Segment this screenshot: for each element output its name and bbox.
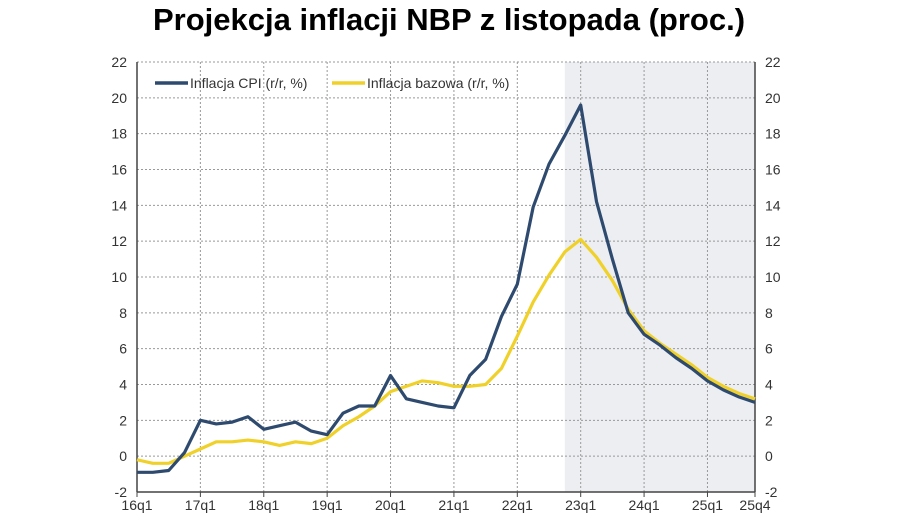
x-tick-label: 17q1 <box>185 497 216 513</box>
y-tick-left: 12 <box>111 233 127 249</box>
x-tick-label: 25q1 <box>692 497 723 513</box>
y-tick-right: 16 <box>765 162 781 178</box>
y-tick-left: 18 <box>111 126 127 142</box>
y-tick-left: 22 <box>111 54 127 70</box>
y-tick-left: 16 <box>111 162 127 178</box>
series-line-cpi <box>137 103 756 474</box>
y-tick-right: -2 <box>765 484 778 500</box>
x-tick-label: 22q1 <box>502 497 533 513</box>
x-tick-label: 21q1 <box>438 497 469 513</box>
y-tick-left: -2 <box>115 484 128 500</box>
y-tick-left: 10 <box>111 269 127 285</box>
projection-shade <box>564 62 755 492</box>
y-tick-left: 2 <box>119 412 127 428</box>
x-tick-label: 16q1 <box>121 497 152 513</box>
y-tick-left: 6 <box>119 341 127 357</box>
y-tick-right: 6 <box>765 341 773 357</box>
y-tick-right: 2 <box>765 412 773 428</box>
y-tick-right: 8 <box>765 305 773 321</box>
y-tick-right: 10 <box>765 269 781 285</box>
x-tick-label: 19q1 <box>312 497 343 513</box>
x-tick-label: 20q1 <box>375 497 406 513</box>
x-tick-label: 25q4 <box>739 497 770 513</box>
x-tick-label: 18q1 <box>248 497 279 513</box>
y-tick-left: 20 <box>111 90 127 106</box>
y-tick-left: 0 <box>119 448 127 464</box>
legend-label-core: Inflacja bazowa (r/r, %) <box>367 75 509 91</box>
y-tick-right: 18 <box>765 126 781 142</box>
x-tick-label: 24q1 <box>628 497 659 513</box>
y-tick-left: 8 <box>119 305 127 321</box>
y-tick-right: 0 <box>765 448 773 464</box>
y-tick-right: 22 <box>765 54 781 70</box>
x-tick-label: 23q1 <box>565 497 596 513</box>
legend-label-cpi: Inflacja CPI (r/r, %) <box>190 75 307 91</box>
series-line-core <box>136 237 756 465</box>
y-tick-right: 14 <box>765 197 781 213</box>
chart-title: Projekcja inflacji NBP z listopada (proc… <box>152 2 746 37</box>
y-tick-left: 4 <box>119 377 127 393</box>
y-tick-right: 12 <box>765 233 781 249</box>
y-tick-right: 20 <box>765 90 781 106</box>
y-tick-left: 14 <box>111 197 127 213</box>
y-tick-right: 4 <box>765 377 773 393</box>
